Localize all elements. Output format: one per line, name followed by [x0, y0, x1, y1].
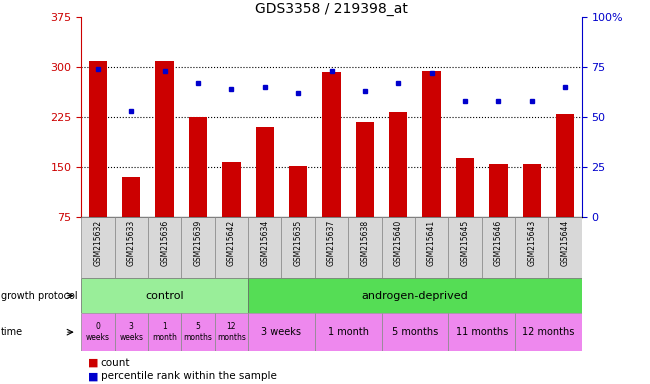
Text: androgen-deprived: androgen-deprived — [361, 291, 468, 301]
Text: GSM215644: GSM215644 — [560, 220, 569, 266]
Text: ■: ■ — [88, 371, 98, 381]
Text: GSM215643: GSM215643 — [527, 220, 536, 266]
Bar — [448, 313, 515, 351]
Bar — [281, 217, 315, 278]
Text: 3 weeks: 3 weeks — [261, 327, 302, 337]
Bar — [515, 217, 549, 278]
Bar — [382, 217, 415, 278]
Text: growth protocol: growth protocol — [1, 291, 77, 301]
Text: GSM215645: GSM215645 — [460, 220, 469, 266]
Text: GSM215636: GSM215636 — [160, 220, 169, 266]
Bar — [456, 158, 474, 217]
Text: 12
months: 12 months — [217, 323, 246, 342]
Bar — [222, 162, 240, 217]
Text: GSM215632: GSM215632 — [94, 220, 103, 266]
Text: GSM215634: GSM215634 — [260, 220, 269, 266]
Text: 1
month: 1 month — [152, 323, 177, 342]
Text: GSM215635: GSM215635 — [294, 220, 303, 266]
Text: GSM215637: GSM215637 — [327, 220, 336, 266]
Text: GSM215646: GSM215646 — [494, 220, 503, 266]
Bar — [322, 72, 341, 217]
Bar — [81, 313, 114, 351]
Bar — [122, 177, 140, 217]
Text: ■: ■ — [88, 358, 98, 368]
Text: 11 months: 11 months — [456, 327, 508, 337]
Bar — [315, 217, 348, 278]
Text: 12 months: 12 months — [522, 327, 575, 337]
Text: GSM215639: GSM215639 — [194, 220, 203, 266]
Bar — [248, 278, 582, 313]
Bar — [348, 217, 382, 278]
Bar — [382, 313, 448, 351]
Text: GSM215641: GSM215641 — [427, 220, 436, 266]
Bar — [515, 313, 582, 351]
Text: 0
weeks: 0 weeks — [86, 323, 110, 342]
Bar — [448, 217, 482, 278]
Bar — [181, 313, 214, 351]
Bar — [248, 217, 281, 278]
Bar — [482, 217, 515, 278]
Bar — [389, 112, 408, 217]
Bar — [356, 122, 374, 217]
Bar — [315, 313, 382, 351]
Text: percentile rank within the sample: percentile rank within the sample — [101, 371, 277, 381]
Bar — [81, 278, 248, 313]
Bar — [214, 217, 248, 278]
Text: 1 month: 1 month — [328, 327, 369, 337]
Text: time: time — [1, 327, 23, 337]
Text: GSM215640: GSM215640 — [394, 220, 403, 266]
Bar — [415, 217, 448, 278]
Text: GSM215633: GSM215633 — [127, 220, 136, 266]
Bar — [114, 217, 148, 278]
Bar — [549, 217, 582, 278]
Bar — [89, 61, 107, 217]
Bar — [148, 313, 181, 351]
Title: GDS3358 / 219398_at: GDS3358 / 219398_at — [255, 2, 408, 16]
Bar — [422, 71, 441, 217]
Bar — [155, 61, 174, 217]
Bar — [556, 114, 574, 217]
Bar — [289, 166, 307, 217]
Text: 5 months: 5 months — [392, 327, 438, 337]
Bar — [248, 313, 315, 351]
Bar — [523, 164, 541, 217]
Bar — [189, 117, 207, 217]
Text: GSM215642: GSM215642 — [227, 220, 236, 266]
Bar — [214, 313, 248, 351]
Bar — [81, 217, 114, 278]
Bar — [489, 164, 508, 217]
Text: 5
months: 5 months — [183, 323, 213, 342]
Bar — [255, 127, 274, 217]
Text: GSM215638: GSM215638 — [360, 220, 369, 266]
Bar — [114, 313, 148, 351]
Text: count: count — [101, 358, 130, 368]
Text: 3
weeks: 3 weeks — [120, 323, 143, 342]
Text: control: control — [146, 291, 184, 301]
Bar — [181, 217, 214, 278]
Bar — [148, 217, 181, 278]
